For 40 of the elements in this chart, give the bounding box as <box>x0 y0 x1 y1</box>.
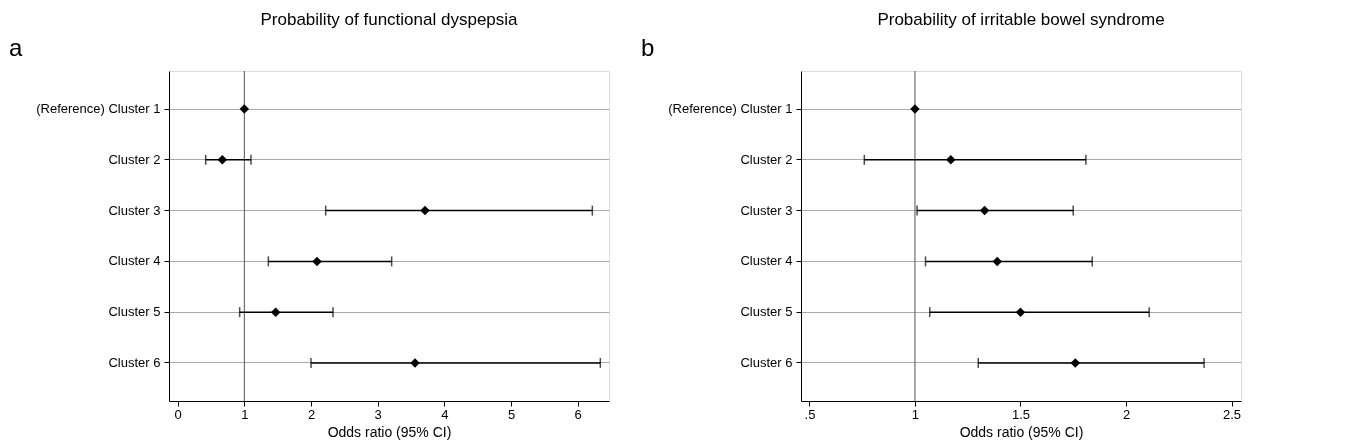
y-tick-label: Cluster 5 <box>108 304 161 320</box>
x-tick-label: 0 <box>174 406 182 422</box>
x-tick-label: 5 <box>507 406 516 422</box>
point <box>1070 358 1081 368</box>
point <box>946 155 956 165</box>
text: a <box>9 34 23 61</box>
point <box>1015 307 1026 317</box>
chart-title: Probability of irritable bowel syndrome <box>877 10 1165 29</box>
y-tick-label: Cluster 6 <box>740 354 793 370</box>
text: b <box>641 34 655 61</box>
point <box>270 307 281 317</box>
y-tick-label: (Reference) Cluster 1 <box>36 101 161 117</box>
point <box>239 104 250 114</box>
y-tick-label: Cluster 3 <box>740 202 793 218</box>
point <box>217 155 228 165</box>
y-tick-label: (Reference) Cluster 1 <box>668 101 793 117</box>
x-tick-label: 6 <box>574 406 582 422</box>
x-tick-label: 2 <box>307 406 316 422</box>
x-tick-label: 2 <box>1122 406 1131 422</box>
y-tick-label: Cluster 5 <box>740 304 793 320</box>
y-tick-label: Cluster 3 <box>108 202 161 218</box>
point <box>992 256 1002 267</box>
y-tick-label: Cluster 6 <box>108 354 161 370</box>
x-tick-label: .5 <box>804 406 816 422</box>
x-axis-title: Odds ratio (95% CI) <box>327 423 452 440</box>
x-tick-label: 1 <box>241 406 249 422</box>
chart-title: Probability of functional dyspepsia <box>260 10 519 29</box>
point <box>420 205 430 216</box>
point <box>312 256 322 267</box>
point <box>979 205 990 216</box>
y-tick-label: Cluster 2 <box>108 151 161 167</box>
y-tick-label: Cluster 4 <box>740 253 793 269</box>
x-tick-label: 3 <box>374 406 382 422</box>
x-axis-title: Odds ratio (95% CI) <box>959 423 1084 440</box>
x-tick-label: 1.5 <box>1011 406 1031 422</box>
x-tick-label: 4 <box>441 406 449 422</box>
x-tick-label: 1 <box>911 406 920 422</box>
y-tick-label: Cluster 4 <box>108 253 161 269</box>
x-tick-label: 2.5 <box>1222 406 1242 422</box>
y-tick-label: Cluster 2 <box>740 151 793 167</box>
